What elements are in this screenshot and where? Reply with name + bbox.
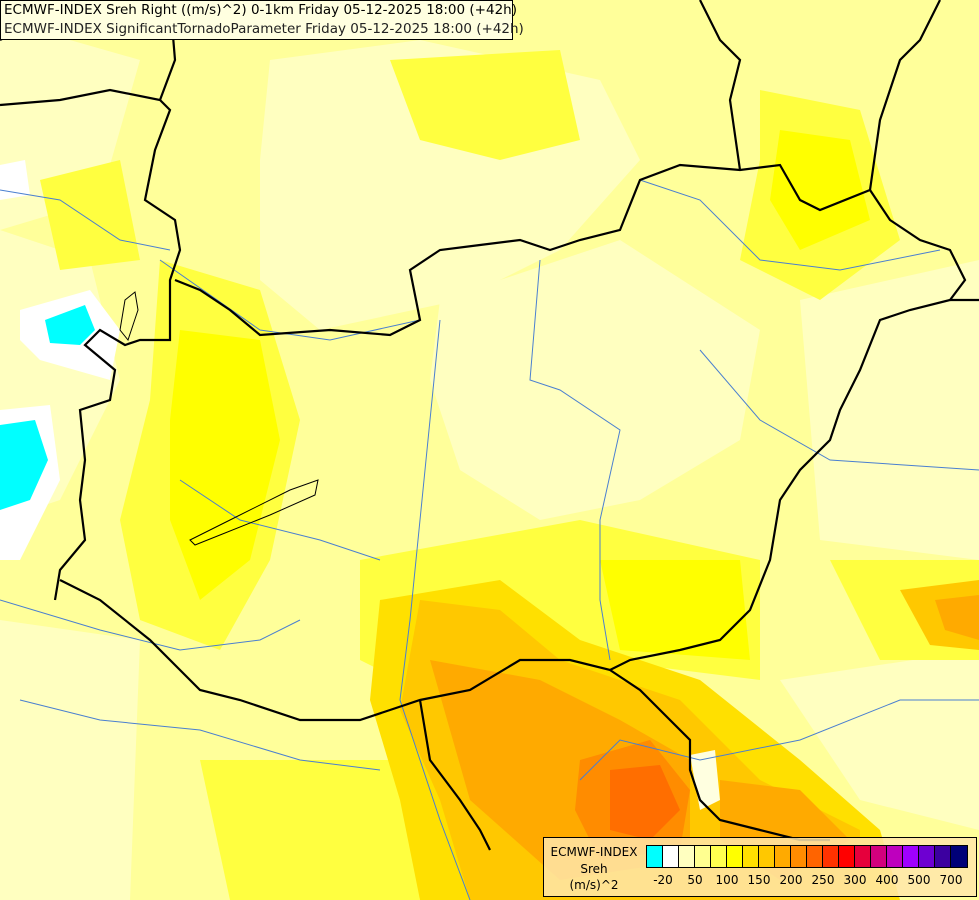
legend-tick-label: -20 <box>653 873 673 887</box>
legend-tick-label: 300 <box>843 873 867 887</box>
pale-region-fill <box>0 20 979 900</box>
legend-source: ECMWF-INDEX <box>550 845 638 859</box>
legend-swatch <box>679 846 695 867</box>
legend-swatch <box>839 846 855 867</box>
legend-tick-label: 100 <box>715 873 739 887</box>
legend-swatch <box>807 846 823 867</box>
legend-swatch <box>951 846 967 867</box>
legend-tick-label: 500 <box>907 873 931 887</box>
legend-swatch <box>727 846 743 867</box>
legend-variable: Sreh <box>580 862 608 876</box>
legend-tick-label: 250 <box>811 873 835 887</box>
legend-tick-label: 200 <box>779 873 803 887</box>
legend-unit: (m/s)^2 <box>569 878 619 892</box>
legend-swatch <box>871 846 887 867</box>
legend-swatch <box>759 846 775 867</box>
legend-swatch <box>775 846 791 867</box>
legend-tick-label: 700 <box>939 873 963 887</box>
legend-tick-label: 400 <box>875 873 899 887</box>
legend-color-bar <box>646 845 968 868</box>
color-legend: ECMWF-INDEX Sreh (m/s)^2 -20 50 100 150 200 2… <box>543 837 977 897</box>
lake-neusiedl <box>119 291 139 342</box>
legend-swatch <box>919 846 935 867</box>
bright-yellow-fill <box>170 130 870 660</box>
legend-swatch <box>695 846 711 867</box>
legend-swatch <box>743 846 759 867</box>
lake-balaton <box>189 479 319 546</box>
legend-swatch <box>791 846 807 867</box>
legend-swatch <box>887 846 903 867</box>
map-title-box: ECMWF-INDEX Sreh Right ((m/s)^2) 0-1km F… <box>0 0 524 40</box>
legend-swatch <box>711 846 727 867</box>
legend-swatch <box>903 846 919 867</box>
title-line-2: ECMWF-INDEX SignificantTornadoParameter … <box>4 21 524 37</box>
legend-tick-label: 150 <box>747 873 771 887</box>
legend-swatch <box>663 846 679 867</box>
rivers <box>0 179 979 900</box>
title-line-1: ECMWF-INDEX Sreh Right ((m/s)^2) 0-1km F… <box>4 2 517 18</box>
high-value-fill <box>370 580 979 900</box>
legend-swatch <box>855 846 871 867</box>
legend-swatch <box>823 846 839 867</box>
legend-swatch <box>935 846 951 867</box>
legend-swatch <box>647 846 663 867</box>
legend-tick-label: 50 <box>687 873 703 887</box>
